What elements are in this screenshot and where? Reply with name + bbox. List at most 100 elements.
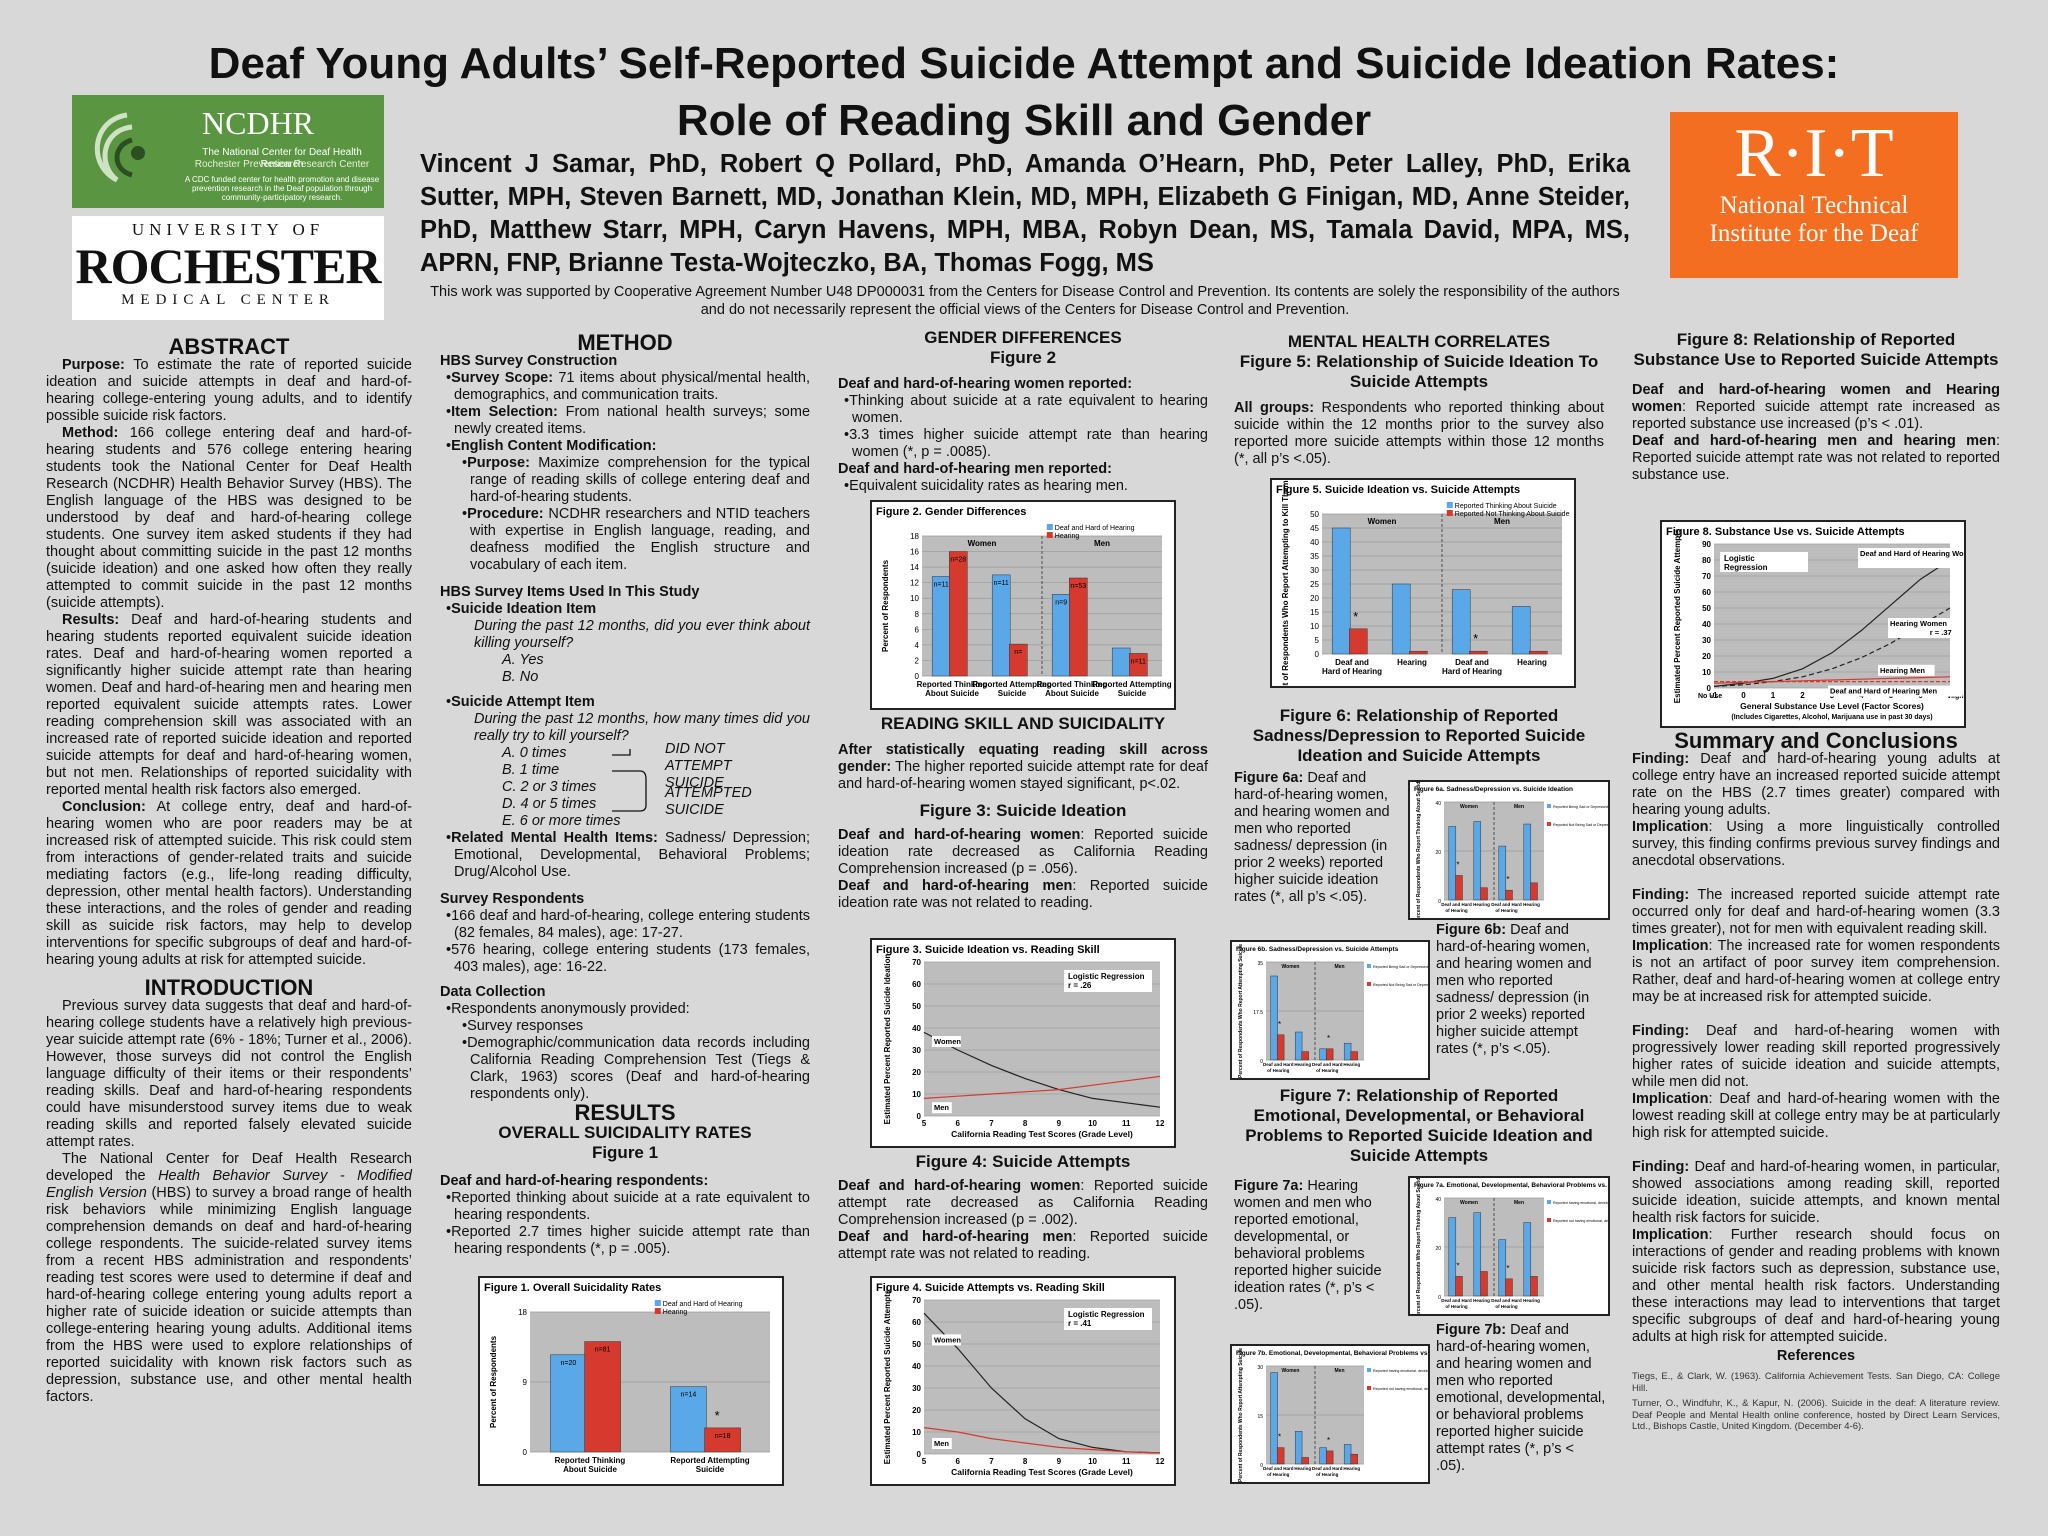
annotation-bg bbox=[1064, 1308, 1152, 1330]
figure-3-chart: Figure 3. Suicide Ideation vs. Reading S… bbox=[870, 938, 1176, 1148]
bar bbox=[1319, 1447, 1327, 1465]
series-label-bg bbox=[932, 1036, 961, 1047]
x-tick-label: Deaf and Hard bbox=[1263, 1466, 1294, 1471]
x-tick-label: 5 bbox=[922, 1119, 927, 1128]
bar bbox=[1051, 594, 1071, 677]
figure-8-chart: Figure 8. Substance Use vs. Suicide Atte… bbox=[1660, 520, 1966, 728]
y-tick-label: 14 bbox=[910, 563, 919, 572]
series-label-bg bbox=[932, 1438, 952, 1449]
x-tick-label: Hard of Hearing bbox=[1322, 667, 1382, 676]
fig7b-text: Figure 7b: Deaf and hard-of-hearing wome… bbox=[1436, 1322, 1606, 1474]
bar bbox=[931, 576, 951, 677]
x-tick-label: 11 bbox=[1122, 1119, 1131, 1128]
y-axis-label: Estimated Percent Reported Suicide Attem… bbox=[1673, 528, 1682, 703]
legend-swatch bbox=[1446, 510, 1453, 516]
chart-title: Figure 7b. Emotional, Developmental, Beh… bbox=[1236, 1350, 1428, 1357]
significance-mark: * bbox=[1278, 1433, 1281, 1442]
x-tick-label: About Suicide bbox=[925, 689, 979, 698]
rit-line2: Institute for the Deaf bbox=[1709, 220, 1919, 247]
x-axis-label: General Substance Use Level (Factor Scor… bbox=[1740, 701, 1924, 711]
y-tick-label: 0 bbox=[523, 1448, 528, 1457]
bar-data-label: n=53 bbox=[1070, 583, 1086, 590]
bar bbox=[1301, 1051, 1309, 1061]
abstract-purpose: Purpose: To estimate the rate of reporte… bbox=[46, 357, 412, 424]
col3: •Demographic/communication data records … bbox=[462, 1035, 810, 1102]
legend-entry: Reported Not Being Sad or Depressed With bbox=[1373, 983, 1428, 987]
series-label-bg bbox=[932, 1102, 952, 1114]
figure-4-chart: Figure 4. Suicide Attempts vs. Reading S… bbox=[870, 1276, 1176, 1486]
summary-heading: Summary and Conclusions bbox=[1674, 728, 1958, 753]
y-tick-label: 20 bbox=[912, 1068, 921, 1077]
funding-statement: This work was supported by Cooperative A… bbox=[430, 284, 1620, 318]
y-axis-label: Estimated Percent Reported Suicide Ideat… bbox=[883, 954, 892, 1125]
annotation-text: Regression bbox=[1724, 563, 1768, 572]
opt-a: A. 0 times bbox=[502, 745, 567, 761]
fig3-heading: Figure 3: Suicide Ideation bbox=[919, 801, 1127, 820]
y-axis-label: Percent of Respondents bbox=[881, 559, 890, 652]
english-mod: •English Content Modification: bbox=[446, 438, 657, 454]
bar-data-label: n=11 bbox=[934, 581, 949, 588]
bar bbox=[1448, 1217, 1457, 1297]
col2: •Survey responses bbox=[462, 1018, 584, 1034]
legend-entry: Deaf and Hard of Hearing bbox=[1055, 525, 1135, 532]
legend-entry: Reported Being Sad or Depressed Within P bbox=[1373, 965, 1428, 969]
fig6-heading-wrap: Figure 6: Relationship of Reported Sadne… bbox=[1234, 706, 1604, 766]
bar-data-label: n=81 bbox=[595, 1347, 611, 1354]
x-end-label: No Use bbox=[1698, 693, 1722, 700]
x-tick-label: 11 bbox=[1122, 1457, 1131, 1466]
reading-p: After statistically equating reading ski… bbox=[838, 742, 1208, 792]
fig6a-text: Figure 6a: Deaf and hard-of-hearing wome… bbox=[1234, 770, 1390, 905]
legend-entry: Reported having emotional, developmental bbox=[1373, 1369, 1428, 1373]
significance-mark: * bbox=[1473, 631, 1478, 646]
bracket-icon bbox=[612, 749, 647, 812]
legend-swatch bbox=[654, 1300, 661, 1306]
y-tick-label: 18 bbox=[910, 532, 919, 541]
men-label: Deaf and hard-of-hearing men reported: bbox=[838, 461, 1112, 477]
implication2: Implication: The increased rate for wome… bbox=[1632, 938, 2000, 1005]
x-axis-label: California Reading Test Scores (Grade Le… bbox=[951, 1129, 1133, 1139]
abstract-results: Results: Deaf and hard-of-hearing studen… bbox=[46, 612, 412, 798]
bar bbox=[1301, 1457, 1309, 1465]
chart-title: Figure 1. Overall Suicidality Rates bbox=[484, 1282, 661, 1294]
column-abstract: ABSTRACT Purpose: To estimate the rate o… bbox=[46, 336, 412, 1406]
women-label: Deaf and hard-of-hearing women reported: bbox=[838, 376, 1133, 392]
opt-b: B. 1 time bbox=[502, 762, 560, 778]
annotation-text: Logistic Regression bbox=[1068, 972, 1145, 981]
bar bbox=[1473, 821, 1482, 901]
x-tick-label: 12 bbox=[1156, 1119, 1165, 1128]
fig4-section: Figure 4: Suicide Attempts Deaf and hard… bbox=[838, 1152, 1208, 1263]
bar bbox=[1451, 589, 1471, 655]
bar bbox=[1523, 1222, 1532, 1297]
series-label-bg bbox=[932, 1334, 961, 1346]
significance-mark: * bbox=[1506, 1264, 1509, 1273]
chart-svg: Figure 4. Suicide Attempts vs. Reading S… bbox=[876, 1282, 1165, 1477]
m1: •Equivalent suicidality rates as hearing… bbox=[844, 478, 1128, 494]
bar bbox=[1319, 1048, 1327, 1061]
x-tick-label: 10 bbox=[1088, 1119, 1097, 1128]
y-axis-label: Percent of Respondents Who Report Thinki… bbox=[1416, 782, 1422, 918]
bar-data-label: n=28 bbox=[950, 557, 966, 564]
poster-title-line2: Role of Reading Skill and Gender bbox=[676, 96, 1372, 145]
x-tick-label: 9 bbox=[1057, 1457, 1062, 1466]
x-tick-label: Suicide bbox=[696, 1465, 725, 1474]
finding2: Finding: The increased reported suicide … bbox=[1632, 887, 2000, 937]
x-tick-label: 7 bbox=[989, 1119, 994, 1128]
legend-swatch bbox=[1046, 524, 1053, 530]
significance-mark: * bbox=[1327, 1034, 1330, 1043]
fig7a-text: Figure 7a: Hearing women and men who rep… bbox=[1234, 1178, 1382, 1313]
authors: Vincent J Samar, PhD, Robert Q Pollard, … bbox=[420, 150, 1630, 277]
rit-name: R·I·T bbox=[1734, 115, 1894, 192]
implication4: Implication: Further research should foc… bbox=[1632, 1227, 2000, 1345]
x-tick-label: Hearing bbox=[1343, 1466, 1360, 1471]
bar bbox=[1343, 1042, 1352, 1061]
x-tick-label: of Hearing bbox=[1445, 908, 1468, 913]
figure-5-chart: Figure 5. Suicide Ideation vs. Suicide A… bbox=[1270, 478, 1576, 688]
y-tick-label: 10 bbox=[1702, 668, 1711, 677]
x-tick-label: of Hearing bbox=[1267, 1068, 1290, 1073]
group-label: Women bbox=[1368, 517, 1397, 526]
x-tick-label: Reported Attempting bbox=[972, 680, 1051, 689]
bar bbox=[584, 1341, 621, 1453]
x-tick-label: Deaf and bbox=[1455, 658, 1489, 667]
y-tick-label: 20 bbox=[1435, 850, 1441, 856]
y-tick-label: 30 bbox=[1702, 636, 1711, 645]
